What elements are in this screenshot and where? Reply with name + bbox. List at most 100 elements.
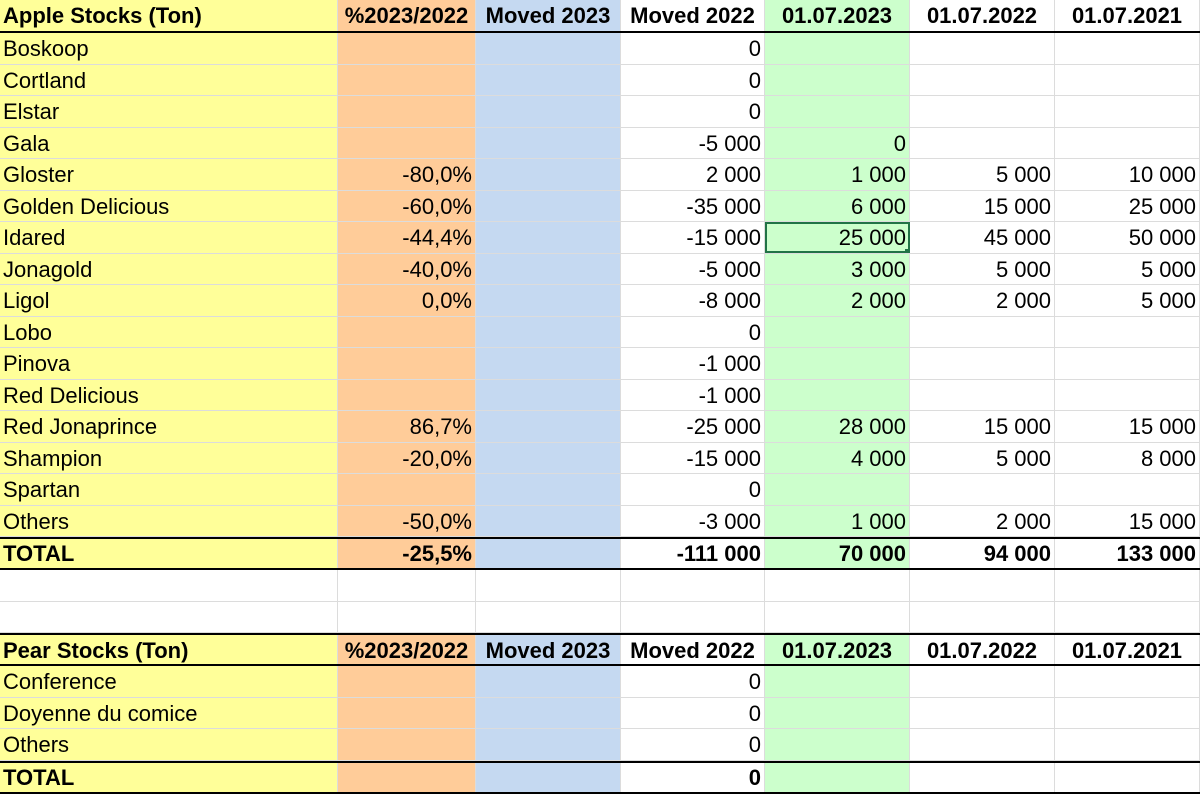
stock-2022-cell[interactable]: 5 000	[910, 253, 1055, 284]
name-cell[interactable]: Lobo	[0, 316, 338, 347]
stock-2022-cell[interactable]	[910, 316, 1055, 347]
name-cell[interactable]: Cortland	[0, 64, 338, 95]
stock-2023-cell[interactable]	[765, 697, 910, 728]
blank-pct-change-cell[interactable]	[338, 570, 476, 601]
pct-change-cell[interactable]: 86,7%	[338, 411, 476, 442]
moved-2023-cell[interactable]	[476, 474, 621, 505]
blank-moved-2022-cell[interactable]	[621, 601, 765, 632]
pct-change-cell[interactable]: -60,0%	[338, 190, 476, 221]
stock-2021-cell[interactable]: 50 000	[1055, 222, 1200, 253]
total-moved-2022-cell[interactable]: -111 000	[621, 539, 765, 568]
stock-2021-cell[interactable]: 15 000	[1055, 411, 1200, 442]
moved-2023-cell[interactable]	[476, 159, 621, 190]
name-cell[interactable]: Gloster	[0, 159, 338, 190]
stock-2021-cell[interactable]	[1055, 729, 1200, 760]
blank-stock-2022-cell[interactable]	[910, 601, 1055, 632]
total-stock-2022-cell[interactable]: 94 000	[910, 539, 1055, 568]
moved-2022-cell[interactable]: 0	[621, 729, 765, 760]
stock-2021-cell[interactable]	[1055, 666, 1200, 697]
stock-2021-cell[interactable]	[1055, 64, 1200, 95]
stock-2021-cell[interactable]	[1055, 127, 1200, 158]
stock-2022-cell[interactable]	[910, 379, 1055, 410]
stock-2022-cell[interactable]: 15 000	[910, 190, 1055, 221]
stock-2023-cell[interactable]	[765, 379, 910, 410]
stock-2021-cell[interactable]: 5 000	[1055, 285, 1200, 316]
stock-2021-cell[interactable]: 8 000	[1055, 442, 1200, 473]
stock-2023-cell[interactable]: 1 000	[765, 159, 910, 190]
header-moved-2023-cell[interactable]: Moved 2023	[476, 0, 621, 31]
name-cell[interactable]: Spartan	[0, 474, 338, 505]
stock-2023-cell[interactable]	[765, 666, 910, 697]
stock-2023-cell[interactable]	[765, 729, 910, 760]
name-cell[interactable]: Boskoop	[0, 33, 338, 64]
header-moved-2023-cell[interactable]: Moved 2023	[476, 635, 621, 664]
pct-change-cell[interactable]: -20,0%	[338, 442, 476, 473]
pct-change-cell[interactable]	[338, 127, 476, 158]
moved-2023-cell[interactable]	[476, 316, 621, 347]
moved-2022-cell[interactable]: -5 000	[621, 253, 765, 284]
blank-moved-2023-cell[interactable]	[476, 601, 621, 632]
moved-2023-cell[interactable]	[476, 505, 621, 536]
moved-2022-cell[interactable]: -15 000	[621, 442, 765, 473]
stock-2022-cell[interactable]	[910, 348, 1055, 379]
stock-2022-cell[interactable]: 5 000	[910, 442, 1055, 473]
moved-2022-cell[interactable]: -5 000	[621, 127, 765, 158]
total-name-cell[interactable]: TOTAL	[0, 762, 338, 792]
blank-stock-2023-cell[interactable]	[765, 601, 910, 632]
pct-change-cell[interactable]	[338, 666, 476, 697]
name-cell[interactable]: Pinova	[0, 348, 338, 379]
total-stock-2023-cell[interactable]: 70 000	[765, 539, 910, 568]
moved-2022-cell[interactable]: -35 000	[621, 190, 765, 221]
stock-2022-cell[interactable]: 45 000	[910, 222, 1055, 253]
pct-change-cell[interactable]	[338, 729, 476, 760]
pct-change-cell[interactable]	[338, 474, 476, 505]
name-cell[interactable]: Red Jonaprince	[0, 411, 338, 442]
name-cell[interactable]: Jonagold	[0, 253, 338, 284]
stock-2022-cell[interactable]	[910, 64, 1055, 95]
stock-2022-cell[interactable]	[910, 127, 1055, 158]
total-stock-2023-cell[interactable]	[765, 762, 910, 792]
name-cell[interactable]: Others	[0, 505, 338, 536]
moved-2022-cell[interactable]: 0	[621, 96, 765, 127]
stock-2022-cell[interactable]	[910, 697, 1055, 728]
stock-2022-cell[interactable]: 2 000	[910, 285, 1055, 316]
total-stock-2021-cell[interactable]: 133 000	[1055, 539, 1200, 568]
header-moved-2022-cell[interactable]: Moved 2022	[621, 0, 765, 31]
blank-moved-2023-cell[interactable]	[476, 570, 621, 601]
moved-2022-cell[interactable]: 0	[621, 64, 765, 95]
header-pct-change-cell[interactable]: %2023/2022	[338, 635, 476, 664]
stock-2021-cell[interactable]: 10 000	[1055, 159, 1200, 190]
pct-change-cell[interactable]: 0,0%	[338, 285, 476, 316]
pct-change-cell[interactable]	[338, 64, 476, 95]
name-cell[interactable]: Golden Delicious	[0, 190, 338, 221]
moved-2023-cell[interactable]	[476, 222, 621, 253]
moved-2022-cell[interactable]: -25 000	[621, 411, 765, 442]
name-cell[interactable]: Elstar	[0, 96, 338, 127]
stock-2023-cell[interactable]	[765, 96, 910, 127]
name-cell[interactable]: Others	[0, 729, 338, 760]
name-cell[interactable]: Idared	[0, 222, 338, 253]
stock-2023-cell[interactable]	[765, 64, 910, 95]
total-name-cell[interactable]: TOTAL	[0, 539, 338, 568]
stock-2023-cell[interactable]: 1 000	[765, 505, 910, 536]
header-stock-2023-cell[interactable]: 01.07.2023	[765, 0, 910, 31]
name-cell[interactable]: Gala	[0, 127, 338, 158]
moved-2022-cell[interactable]: 2 000	[621, 159, 765, 190]
header-pct-change-cell[interactable]: %2023/2022	[338, 0, 476, 31]
stock-2023-cell[interactable]	[765, 474, 910, 505]
blank-moved-2022-cell[interactable]	[621, 570, 765, 601]
stock-2022-cell[interactable]	[910, 33, 1055, 64]
stock-2022-cell[interactable]	[910, 729, 1055, 760]
total-pct-change-cell[interactable]	[338, 762, 476, 792]
header-stock-2023-cell[interactable]: 01.07.2023	[765, 635, 910, 664]
stock-2021-cell[interactable]	[1055, 474, 1200, 505]
stock-2023-cell[interactable]: 6 000	[765, 190, 910, 221]
moved-2023-cell[interactable]	[476, 729, 621, 760]
header-name-cell[interactable]: Apple Stocks (Ton)	[0, 0, 338, 31]
pct-change-cell[interactable]	[338, 697, 476, 728]
blank-stock-2022-cell[interactable]	[910, 570, 1055, 601]
moved-2022-cell[interactable]: -3 000	[621, 505, 765, 536]
header-stock-2021-cell[interactable]: 01.07.2021	[1055, 0, 1200, 31]
moved-2023-cell[interactable]	[476, 64, 621, 95]
pct-change-cell[interactable]	[338, 379, 476, 410]
